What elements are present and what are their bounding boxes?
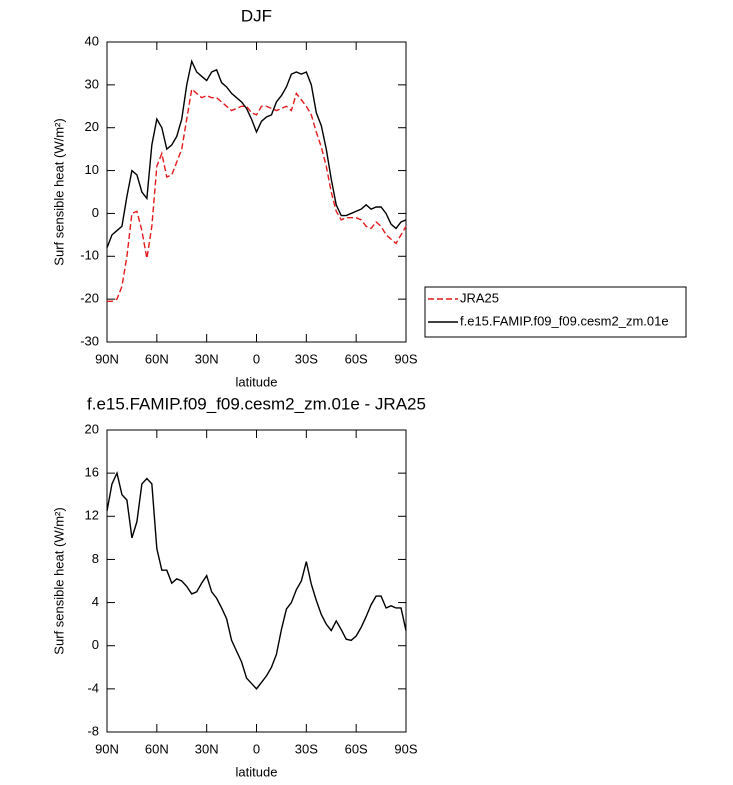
y-axis-label: Surf sensible heat (W/m²): [51, 507, 66, 654]
x-tick-label: 30S: [295, 741, 318, 756]
y-tick-label: 20: [85, 119, 99, 134]
x-tick-label: 30S: [295, 351, 318, 366]
x-tick-label: 60N: [145, 351, 169, 366]
legend-label: JRA25: [460, 290, 499, 305]
x-tick-label: 90N: [95, 351, 119, 366]
y-tick-label: -4: [87, 680, 99, 695]
series-line: [106, 470, 407, 690]
x-tick-label: 30N: [195, 351, 219, 366]
x-tick-label: 60S: [345, 741, 368, 756]
legend-label: f.e15.FAMIP.f09_f09.cesm2_zm.01e: [460, 313, 669, 328]
legend-box: [424, 286, 687, 338]
x-tick-label: 0: [253, 351, 260, 366]
x-tick-label: 90S: [394, 351, 417, 366]
y-tick-label: 30: [85, 76, 99, 91]
x-axis-label: latitude: [236, 374, 278, 389]
x-tick-label: 60N: [145, 741, 169, 756]
y-tick-label: 12: [85, 508, 99, 523]
x-tick-label: 90N: [95, 741, 119, 756]
y-tick-label: -20: [80, 291, 99, 306]
y-axis-label: Surf sensible heat (W/m²): [51, 118, 66, 265]
x-tick-label: 30N: [195, 741, 219, 756]
plot-frame: [106, 429, 407, 733]
x-tick-label: 90S: [394, 741, 417, 756]
series-line: [107, 87, 407, 302]
y-tick-label: -8: [87, 723, 99, 738]
plot-frame: [106, 41, 407, 343]
y-tick-label: 16: [85, 465, 99, 480]
chart-title: DJF: [241, 6, 272, 25]
y-tick-label: -30: [80, 333, 99, 348]
chart-title: f.e15.FAMIP.f09_f09.cesm2_zm.01e - JRA25: [87, 394, 426, 413]
x-axis-label: latitude: [236, 764, 278, 779]
y-tick-label: 0: [92, 205, 99, 220]
y-tick-label: 40: [85, 33, 99, 48]
x-tick-label: 0: [253, 741, 260, 756]
y-tick-label: 10: [85, 162, 99, 177]
y-tick-label: 20: [85, 421, 99, 436]
y-tick-label: 8: [92, 551, 99, 566]
y-tick-label: -10: [80, 248, 99, 263]
y-tick-label: 4: [92, 594, 99, 609]
y-tick-label: 0: [92, 637, 99, 652]
series-line: [106, 59, 407, 248]
x-tick-label: 60S: [345, 351, 368, 366]
